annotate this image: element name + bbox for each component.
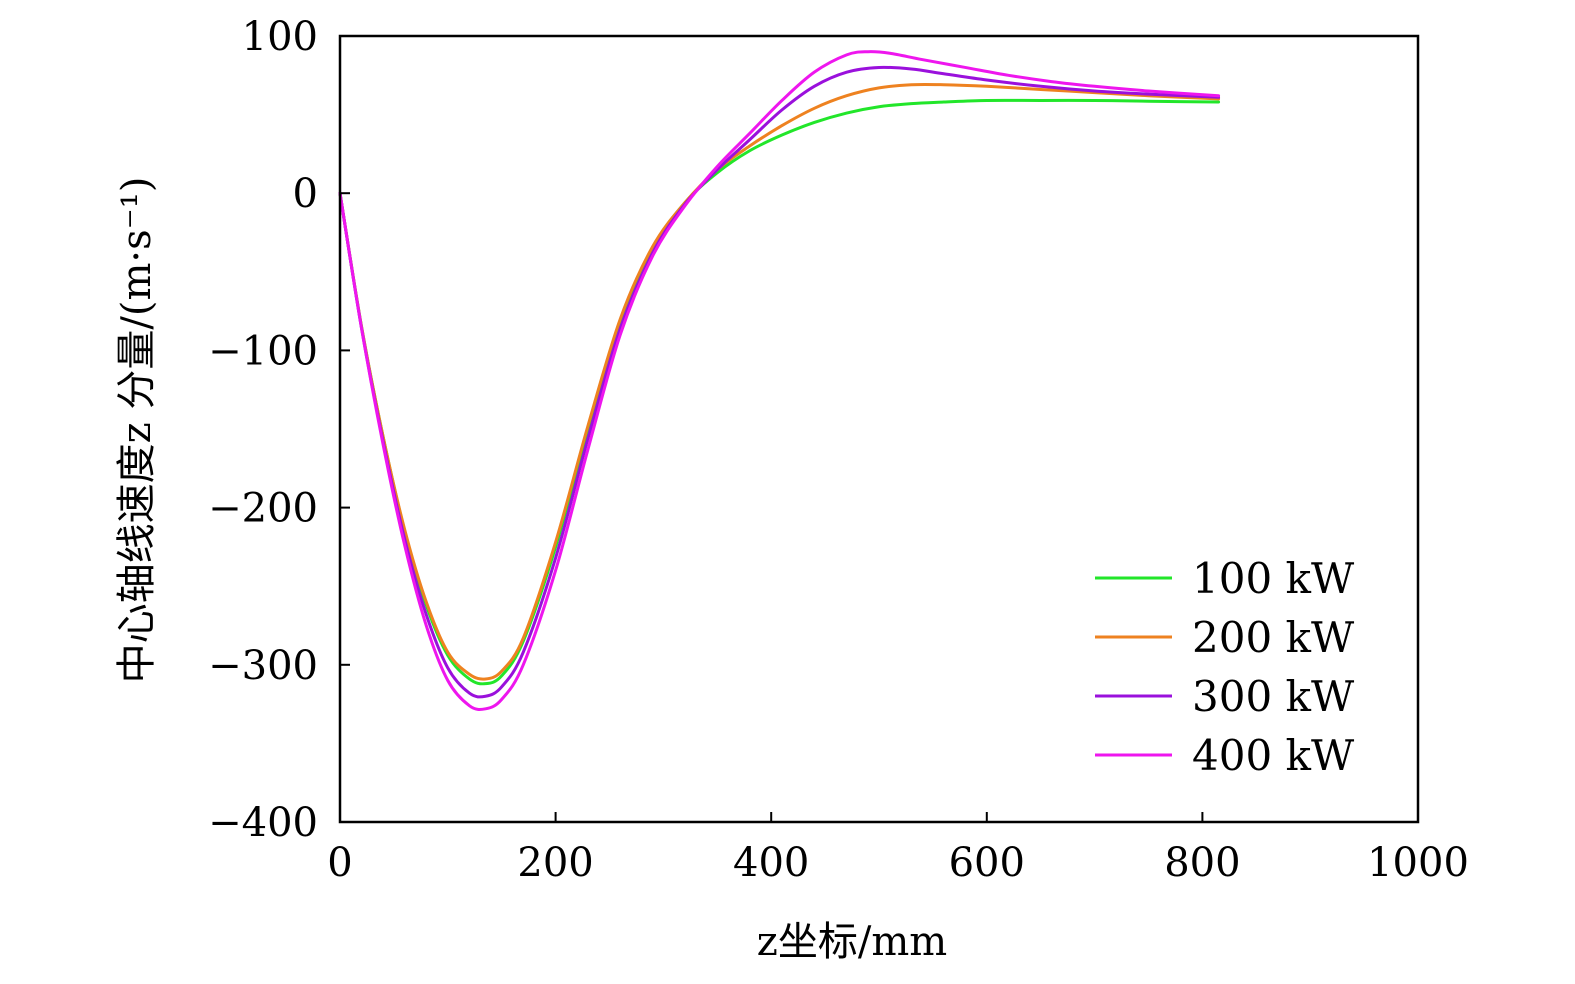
series-line-4 [338, 50, 1221, 712]
legend: 100 kW 200 kW 300 kW 400 kW [1095, 554, 1355, 780]
x-tick-label: 600 [949, 840, 1025, 886]
y-tick-label: −200 [208, 486, 318, 532]
series-layer [338, 50, 1221, 712]
y-tick-label: 100 [242, 14, 318, 60]
x-tick-label: 800 [1164, 840, 1240, 886]
y-tick-label: −100 [208, 328, 318, 374]
x-tick-label: 400 [733, 840, 809, 886]
series-line-3 [338, 65, 1221, 699]
x-axis-label: z坐标/mm [757, 919, 947, 965]
y-axis-label: 中心轴线速度z 分量/(m·s⁻¹) [114, 177, 160, 684]
x-tick-label: 1000 [1367, 840, 1469, 886]
x-tick-label: 200 [517, 840, 593, 886]
series-line-2 [338, 82, 1221, 681]
y-tick-label: −300 [208, 643, 318, 689]
legend-label: 400 kW [1192, 731, 1355, 780]
legend-label: 100 kW [1192, 554, 1355, 603]
series-line-1 [338, 98, 1221, 686]
legend-label: 200 kW [1192, 613, 1355, 662]
plot-frame [338, 34, 1420, 824]
x-tick-label: 0 [327, 840, 352, 886]
y-tick-label: −400 [208, 800, 318, 846]
legend-label: 300 kW [1192, 672, 1355, 721]
y-axis-title: 中心轴线速度z 分量/(m·s⁻¹) [114, 177, 160, 684]
y-tick-label: 0 [293, 171, 318, 217]
x-axis-title: z坐标/mm [757, 919, 947, 965]
